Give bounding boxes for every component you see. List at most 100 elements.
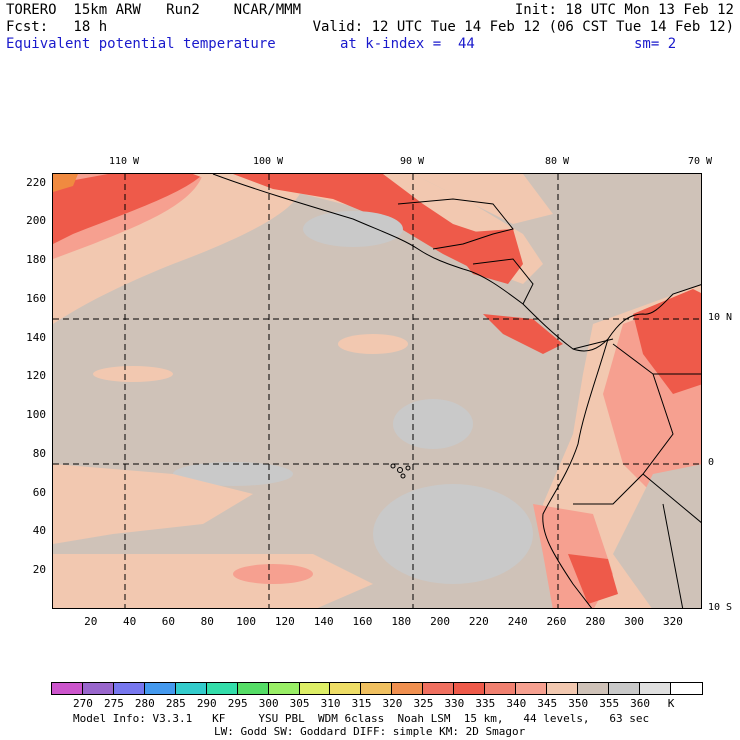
x-grid-label: 120 [274,615,295,628]
colorbar-swatch [175,683,207,694]
field-hot-venezuela [633,289,701,394]
x-grid-label: 300 [624,615,645,628]
x-grid-label: 160 [352,615,373,628]
coastlines [212,174,701,608]
coastline-pacific-south-america [542,338,609,608]
colorbar-swatch [361,683,393,694]
field-warm-patch-mid [338,334,408,354]
field-hot-nw [53,174,203,244]
colorbar-swatch [237,683,269,694]
colorbar-label: 335 [475,697,496,710]
colorbar-label: 310 [320,697,341,710]
colorbar-swatch [330,683,362,694]
colorbar-label: 315 [351,697,372,710]
colorbar-swatch [639,683,671,694]
field-cool-patch-3 [393,399,473,449]
colorbar-swatch [206,683,238,694]
x-grid-label: 80 [200,615,214,628]
lat-label-10s: 10 S [708,602,733,613]
colorbar-swatch [454,683,486,694]
coastline-pacific-central-america [212,174,609,352]
y-grid-label: 200 [26,214,46,228]
field-hot-corner [53,174,78,192]
colorbar-swatch [144,683,176,694]
x-grid-label: 180 [391,615,412,628]
colorbar-label: 325 [413,697,434,710]
header-init-time: Init: 18 UTC Mon 13 Feb 12 [514,2,734,18]
lon-label-90w: 90 W [399,156,425,167]
y-grid-label: 160 [26,291,46,305]
border-honduras-nicaragua [472,258,534,305]
border-guatemala-mexico [397,198,514,250]
colorbar-swatch [113,683,145,694]
map-panel [52,173,702,609]
y-grid-label: 120 [26,369,46,383]
colorbar-label: 275 [103,697,124,710]
x-grid-label: 240 [507,615,528,628]
border-peru-brazil [642,473,701,523]
colorbar [51,682,703,695]
border-panama [572,338,614,350]
colorbar-label: 295 [227,697,248,710]
smoothing-label: sm= 2 [634,36,677,52]
colorbar-swatch [392,683,424,694]
x-grid-label: 280 [585,615,606,628]
field-warm-patch-bottom [53,554,373,608]
x-grid-label: 260 [546,615,567,628]
x-grid-label: 200 [430,615,450,628]
colorbar-label: 320 [382,697,403,710]
x-grid-label: 220 [468,615,489,628]
colorbar-swatch [299,683,331,694]
colorbar-label: K [667,697,675,710]
border-peru-bolivia [662,503,684,608]
colorbar-label: 305 [289,697,310,710]
x-grid-label: 100 [236,615,256,628]
field-hot-costa-rica [483,314,563,354]
colorbar-label: 270 [73,697,93,710]
lon-label-100w: 100 W [252,156,284,167]
field-cool-patch-4 [173,462,293,486]
lon-label-70w: 70 W [687,156,713,167]
theta-e-field [53,174,701,608]
x-grid-label: 140 [313,615,334,628]
y-grid-label: 220 [26,175,46,189]
field-warm-gulf [413,174,553,224]
x-grid-label: 60 [161,615,176,628]
y-grid-label: 20 [32,563,46,577]
field-cool-patch-2 [303,211,403,247]
colorbar-label: 290 [196,697,217,710]
y-grid-label: 180 [26,253,46,267]
header-model-info: TORERO 15km ARW Run2 NCAR/MMM [6,2,302,18]
colorbar-swatch [52,683,83,694]
border-colombia-ecuador-peru [573,343,674,505]
colorbar-label: 345 [537,697,558,710]
colorbar-swatch [82,683,114,694]
colorbar-label: 340 [506,697,527,710]
x-grid-label: 320 [662,615,683,628]
colorbar-label: 285 [165,697,186,710]
colorbar-label: 280 [134,697,155,710]
colorbar-label: 350 [568,697,589,710]
footer-model-info: Model Info: V3.3.1 KF YSU PBL WDM 6class… [73,712,650,725]
colorbar-swatch [670,683,702,694]
field-warm-patch-south [53,464,253,544]
colorbar-swatch [268,683,300,694]
colorbar-swatch [485,683,517,694]
colorbar-swatch [516,683,547,694]
field-title: Equivalent potential temperature [6,36,276,52]
field-mid-patch-bottom [233,564,313,584]
x-grid-label: 20 [84,615,98,628]
y-grid-label: 40 [32,524,46,538]
header-valid-time: Valid: 12 UTC Tue 14 Feb 12 (06 CST Tue … [312,19,734,35]
graticule [53,174,701,608]
y-grid-label: 100 [26,408,46,422]
colorbar-label: 330 [444,697,465,710]
lat-label-10n: 10 N [708,312,733,323]
footer-physics-info: LW: Godd SW: Goddard DIFF: simple KM: 2D… [214,725,526,738]
field-base-amazon [613,464,701,608]
colorbar-label: 360 [630,697,651,710]
field-cool-patch-1 [373,484,533,584]
colorbar-swatch [608,683,640,694]
coastline-panama-colombia [607,284,701,340]
lon-label-110w: 110 W [108,156,140,167]
